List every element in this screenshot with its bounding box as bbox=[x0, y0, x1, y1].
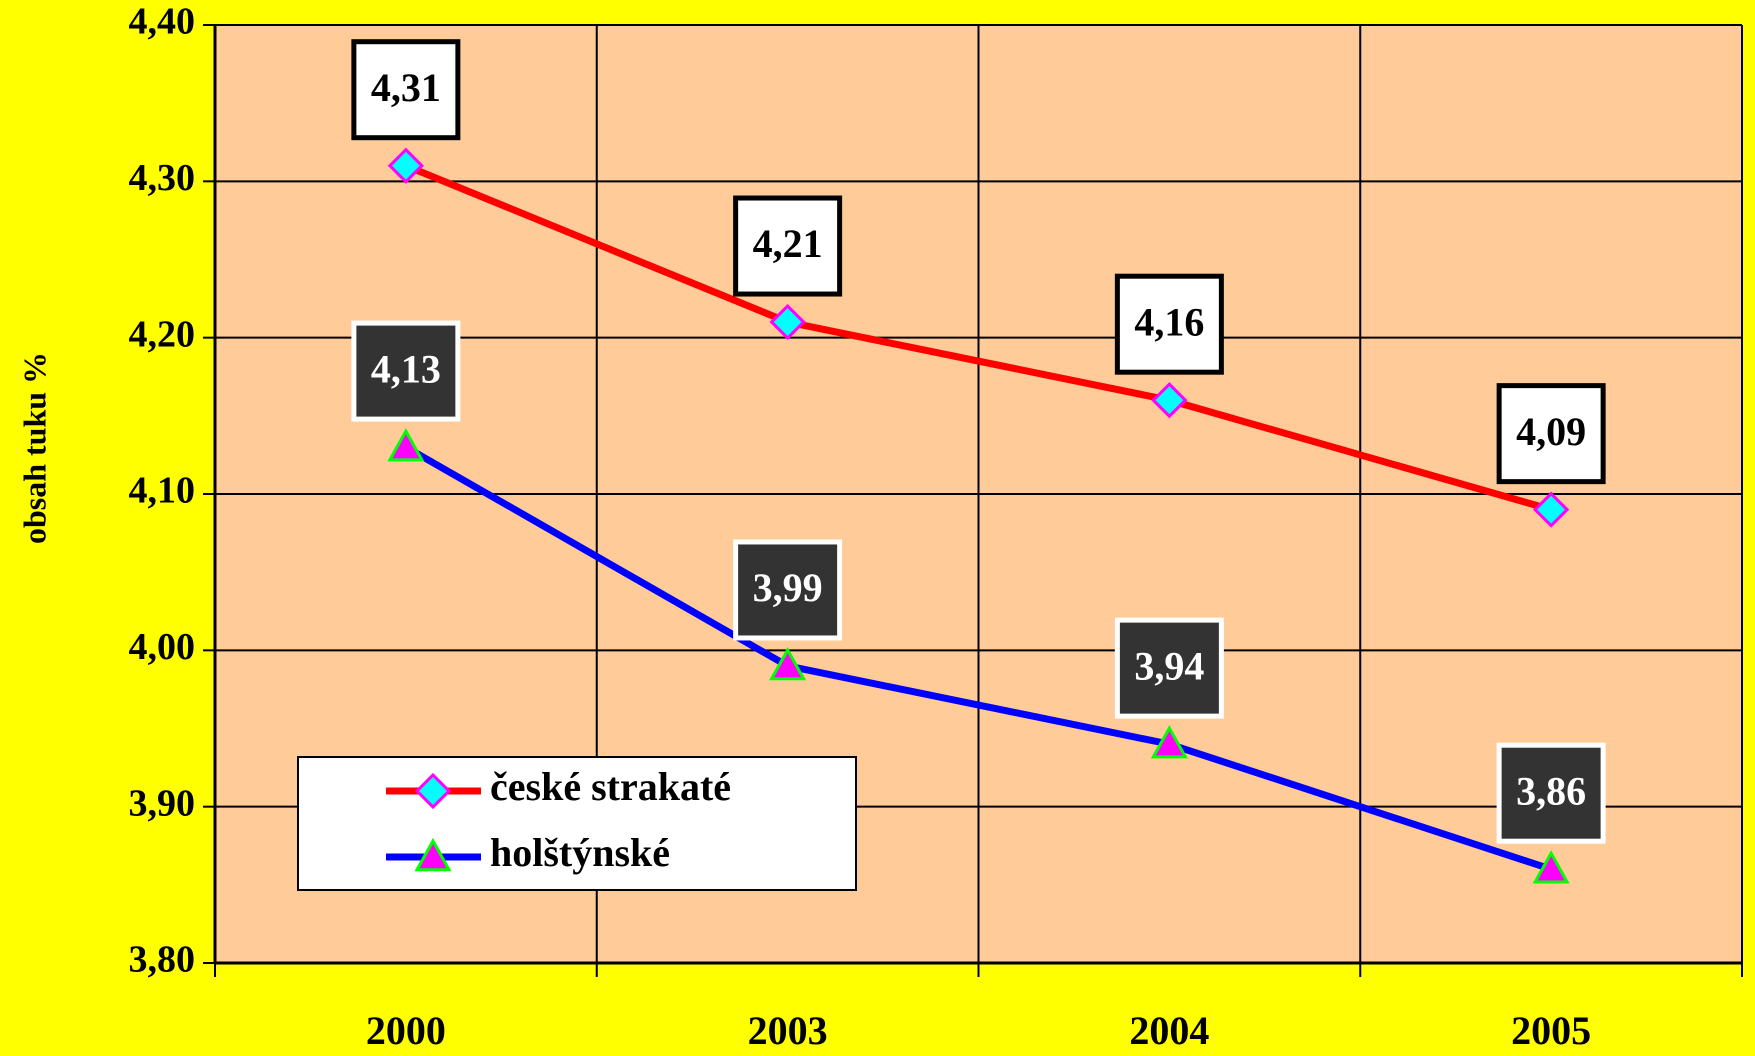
marker bbox=[769, 646, 807, 681]
data-label-box bbox=[351, 39, 461, 141]
x-tick-label: 2000 bbox=[366, 1008, 446, 1053]
x-tick-label: 2003 bbox=[748, 1008, 828, 1053]
y-tick-label: 3,90 bbox=[129, 782, 196, 824]
data-label: 4,31 bbox=[371, 65, 441, 110]
line bbox=[404, 162, 1553, 513]
data-label-box bbox=[351, 320, 461, 422]
y-tick-label: 4,40 bbox=[129, 1, 196, 43]
data-label-box bbox=[1496, 383, 1606, 485]
marker bbox=[769, 303, 806, 341]
marker bbox=[1533, 491, 1570, 528]
y-tick-label: 4,10 bbox=[129, 470, 196, 512]
y-tick-label: 4,30 bbox=[129, 157, 196, 199]
legend bbox=[297, 756, 857, 891]
y-tick-label: 4,20 bbox=[129, 313, 196, 355]
data-label-box bbox=[733, 195, 843, 297]
marker bbox=[387, 428, 425, 462]
data-label: 4,09 bbox=[1516, 409, 1586, 454]
line bbox=[404, 444, 1553, 873]
x-tick-label: 2004 bbox=[1129, 1008, 1209, 1053]
legend-label: české strakaté bbox=[490, 764, 731, 809]
marker bbox=[387, 147, 424, 184]
data-label-box bbox=[1114, 273, 1224, 375]
y-tick-label: 3,80 bbox=[129, 939, 196, 981]
data-label-box bbox=[1496, 742, 1606, 844]
data-label: 3,86 bbox=[1516, 768, 1586, 813]
data-label: 3,94 bbox=[1134, 643, 1204, 688]
data-label: 3,99 bbox=[753, 565, 823, 610]
marker bbox=[1532, 850, 1570, 884]
y-tick-label: 4,00 bbox=[129, 626, 196, 668]
marker bbox=[414, 772, 452, 810]
data-label: 4,16 bbox=[1134, 299, 1204, 344]
marker bbox=[414, 837, 452, 872]
data-label: 4,21 bbox=[753, 221, 823, 266]
data-label-box bbox=[733, 539, 843, 641]
marker bbox=[1150, 725, 1188, 759]
y-axis-title: obsah tuku % bbox=[16, 352, 52, 544]
data-label: 4,13 bbox=[371, 346, 441, 391]
data-label-box bbox=[1114, 617, 1224, 719]
legend-label: holštýnské bbox=[490, 830, 670, 875]
marker bbox=[1151, 382, 1188, 419]
x-tick-label: 2005 bbox=[1511, 1008, 1591, 1053]
